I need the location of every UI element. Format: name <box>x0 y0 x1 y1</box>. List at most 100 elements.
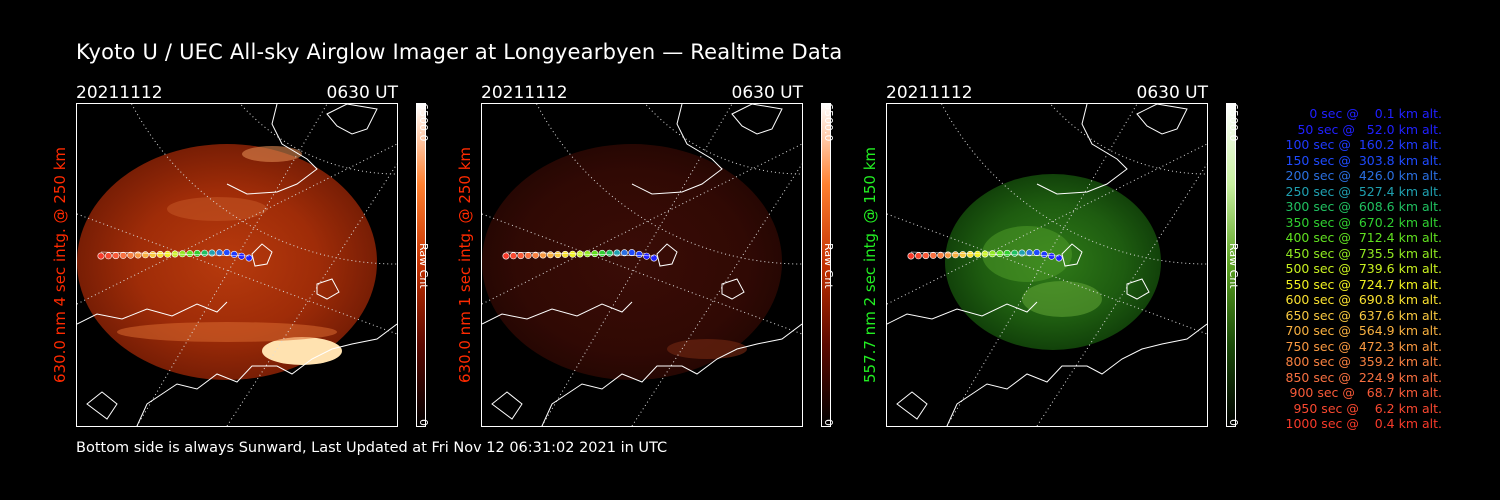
legend-entry: 150 sec @ 303.8 km alt. <box>1281 152 1443 168</box>
trajectory-point <box>208 249 216 257</box>
trajectory-legend: 0 sec @ 0.1 km alt. 50 sec @ 52.0 km alt… <box>1262 106 1443 432</box>
aurora-band <box>667 339 747 359</box>
aurora-bright-spot <box>262 337 342 365</box>
legend-entry: 100 sec @ 160.2 km alt. <box>1281 137 1443 152</box>
trajectory-line <box>100 251 250 257</box>
legend-entry: 650 sec @ 637.6 km alt. <box>1281 307 1443 323</box>
allsky-image <box>76 103 398 427</box>
legend-entry: 750 sec @ 472.3 km alt. <box>1281 338 1443 354</box>
coastline <box>316 278 340 300</box>
legend-entry: 300 sec @ 608.6 km alt. <box>1281 199 1443 214</box>
imager-panel-630-1s: 20211112 0630 UT 630.0 nm 1 sec intg. @ 25… <box>456 83 835 427</box>
coastline <box>721 278 745 300</box>
trajectory-point <box>186 250 194 258</box>
panel-time: 0630 UT <box>1136 83 1209 103</box>
aurora-band <box>167 197 267 221</box>
trajectory-point <box>606 249 614 257</box>
trajectory-point <box>591 250 599 258</box>
colorbar-min-label: 0 <box>1227 419 1240 426</box>
trajectory-point <box>959 251 967 259</box>
trajectory-point <box>502 252 510 260</box>
coastline <box>226 104 318 195</box>
legend-entry: 500 sec @ 739.6 km alt. <box>1281 261 1443 276</box>
lon-gridline <box>1036 163 1207 426</box>
trajectory-point <box>1018 249 1026 257</box>
panel-ylabel: 557.7 nm 2 sec intg. @ 150 km <box>861 146 879 384</box>
trajectory-point <box>201 249 209 257</box>
trajectory-point <box>119 251 127 259</box>
trajectory-point <box>974 250 982 258</box>
legend-entry: 200 sec @ 426.0 km alt. <box>1281 168 1443 183</box>
lon-gridline <box>482 213 802 335</box>
trajectory-point <box>1040 250 1048 258</box>
legend-entry: 950 sec @ 6.2 km alt. <box>1289 400 1442 416</box>
allsky-image <box>886 103 1208 427</box>
trajectory-line <box>505 251 655 257</box>
trajectory-point <box>238 252 246 260</box>
legend-entry: 0 sec @ 0.1 km alt. <box>1297 106 1442 121</box>
lon-gridline <box>77 213 397 335</box>
trajectory-point <box>907 252 915 260</box>
colorbar <box>821 103 831 427</box>
coastline <box>887 301 1038 325</box>
legend-entry: 900 sec @ 68.7 km alt. <box>1285 385 1442 400</box>
trajectory-point <box>929 251 937 259</box>
legend-entry: 350 sec @ 670.2 km alt. <box>1281 214 1443 230</box>
trajectory-point <box>1055 254 1063 262</box>
coastline <box>896 391 928 420</box>
trajectory-point <box>134 251 142 259</box>
allsky-image <box>481 103 803 427</box>
coastline <box>1036 104 1128 195</box>
trajectory-point <box>230 250 238 258</box>
trajectory-point <box>141 251 149 259</box>
trajectory-point <box>509 252 517 260</box>
trajectory-point <box>104 252 112 260</box>
trajectory-point <box>546 251 554 259</box>
trajectory-point <box>635 250 643 258</box>
legend-entry: 850 sec @ 224.9 km alt. <box>1281 369 1443 385</box>
trajectory-point <box>922 252 930 260</box>
imager-panel-557-2s: 20211112 0630 UT 557.7 nm 2 sec intg. @ 15… <box>861 83 1240 427</box>
trajectory-point <box>524 251 532 259</box>
trajectory-point <box>164 250 172 258</box>
trajectory-point <box>996 250 1004 258</box>
trajectory-point <box>1025 249 1033 257</box>
coastline <box>482 301 633 325</box>
sky-disc <box>77 144 377 380</box>
trajectory-point <box>532 251 540 259</box>
coastline <box>946 323 1207 426</box>
coastline <box>1061 243 1083 267</box>
legend-entry: 700 sec @ 564.9 km alt. <box>1281 323 1443 338</box>
trajectory-point <box>650 254 658 262</box>
trajectory-point <box>966 250 974 258</box>
panel-time: 0630 UT <box>731 83 804 103</box>
legend-entry: 1000 sec @ 0.4 km alt. <box>1285 416 1442 431</box>
trajectory-point <box>583 250 591 258</box>
trajectory-point <box>193 249 201 257</box>
panel-time: 0630 UT <box>326 83 399 103</box>
trajectory-point <box>223 249 231 257</box>
trajectory-point <box>569 250 577 258</box>
legend-entry: 550 sec @ 724.7 km alt. <box>1281 276 1443 292</box>
panel-ylabel: 630.0 nm 4 sec intg. @ 250 km <box>51 146 69 384</box>
coastline <box>541 323 802 426</box>
trajectory-point <box>156 250 164 258</box>
trajectory-point <box>245 254 253 262</box>
legend-entry: 800 sec @ 359.2 km alt. <box>1281 354 1443 369</box>
coastline <box>251 243 273 267</box>
coastline <box>631 104 723 195</box>
trajectory-point <box>628 249 636 257</box>
trajectory-line <box>910 251 1060 257</box>
coastline <box>731 104 783 135</box>
trajectory-point <box>1033 249 1041 257</box>
trajectory-point <box>988 250 996 258</box>
legend-entry: 600 sec @ 690.8 km alt. <box>1281 292 1443 307</box>
page-title: Kyoto U / UEC All-sky Airglow Imager at … <box>76 40 843 64</box>
trajectory-point <box>215 249 223 257</box>
coastline <box>1126 278 1150 300</box>
coastline <box>656 243 678 267</box>
coastline <box>86 391 118 420</box>
lon-gridline <box>631 163 802 426</box>
panel-date: 20211112 <box>76 83 163 103</box>
coastline <box>491 391 523 420</box>
